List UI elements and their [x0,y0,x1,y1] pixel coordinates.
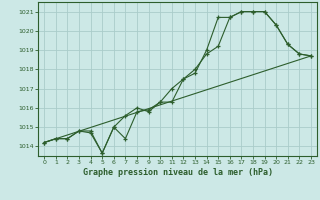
X-axis label: Graphe pression niveau de la mer (hPa): Graphe pression niveau de la mer (hPa) [83,168,273,177]
